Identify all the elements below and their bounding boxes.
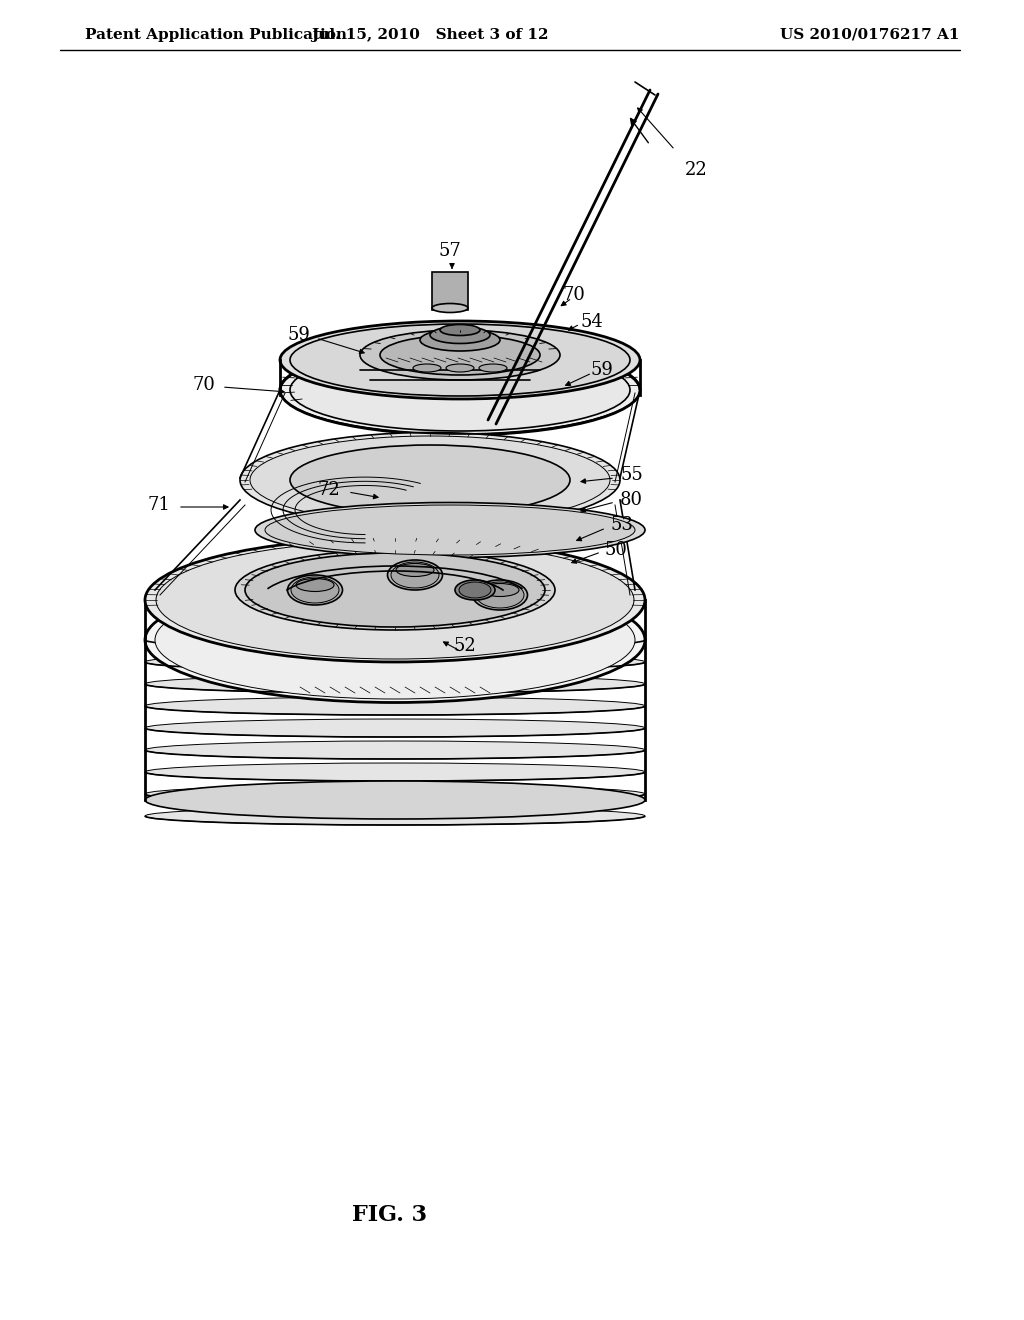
Ellipse shape xyxy=(145,741,645,759)
Text: 71: 71 xyxy=(147,496,170,513)
Ellipse shape xyxy=(479,364,507,372)
Text: 52: 52 xyxy=(454,638,476,655)
Ellipse shape xyxy=(481,583,519,597)
Ellipse shape xyxy=(145,631,645,649)
Text: 70: 70 xyxy=(193,376,215,393)
Ellipse shape xyxy=(290,445,570,515)
Ellipse shape xyxy=(370,346,550,393)
Ellipse shape xyxy=(145,653,645,671)
Text: Patent Application Publication: Patent Application Publication xyxy=(85,28,347,42)
Ellipse shape xyxy=(296,578,334,591)
Ellipse shape xyxy=(250,436,610,524)
Text: 53: 53 xyxy=(610,516,633,535)
Ellipse shape xyxy=(145,781,645,818)
Text: 22: 22 xyxy=(685,161,708,180)
Text: 57: 57 xyxy=(438,242,462,260)
Text: 50: 50 xyxy=(605,541,628,558)
Ellipse shape xyxy=(145,785,645,803)
Ellipse shape xyxy=(234,550,555,630)
Text: 80: 80 xyxy=(620,491,643,510)
Ellipse shape xyxy=(280,321,640,399)
Ellipse shape xyxy=(440,325,480,335)
Ellipse shape xyxy=(455,579,495,601)
Ellipse shape xyxy=(255,503,645,557)
Text: FIG. 3: FIG. 3 xyxy=(352,1204,427,1226)
Text: 55: 55 xyxy=(620,466,643,484)
Text: 72: 72 xyxy=(317,480,340,499)
Ellipse shape xyxy=(413,364,441,372)
Ellipse shape xyxy=(145,539,645,663)
Ellipse shape xyxy=(290,323,630,396)
Ellipse shape xyxy=(459,582,490,598)
Ellipse shape xyxy=(380,335,540,375)
Text: 59: 59 xyxy=(287,326,310,345)
Ellipse shape xyxy=(145,807,645,825)
Ellipse shape xyxy=(288,576,342,605)
Text: 59: 59 xyxy=(590,360,613,379)
Ellipse shape xyxy=(145,675,645,693)
Ellipse shape xyxy=(360,342,560,397)
Ellipse shape xyxy=(155,581,635,700)
Ellipse shape xyxy=(156,541,634,659)
Ellipse shape xyxy=(240,433,620,528)
Ellipse shape xyxy=(396,564,434,577)
Ellipse shape xyxy=(291,577,339,603)
Ellipse shape xyxy=(145,763,645,781)
Ellipse shape xyxy=(360,330,560,380)
Ellipse shape xyxy=(387,560,442,590)
Text: Jul. 15, 2010   Sheet 3 of 12: Jul. 15, 2010 Sheet 3 of 12 xyxy=(311,28,549,42)
Ellipse shape xyxy=(432,304,468,313)
Ellipse shape xyxy=(472,579,527,610)
Ellipse shape xyxy=(145,719,645,737)
Ellipse shape xyxy=(265,506,635,554)
Ellipse shape xyxy=(430,326,490,343)
Text: 54: 54 xyxy=(580,313,603,331)
Ellipse shape xyxy=(145,578,645,702)
Ellipse shape xyxy=(476,582,524,609)
Text: 70: 70 xyxy=(562,286,585,304)
Ellipse shape xyxy=(420,329,500,351)
Ellipse shape xyxy=(145,697,645,715)
Ellipse shape xyxy=(280,345,640,436)
Ellipse shape xyxy=(446,364,474,372)
Ellipse shape xyxy=(245,553,545,627)
Bar xyxy=(432,272,468,310)
Ellipse shape xyxy=(290,348,630,432)
Ellipse shape xyxy=(391,562,439,587)
Text: US 2010/0176217 A1: US 2010/0176217 A1 xyxy=(780,28,959,42)
